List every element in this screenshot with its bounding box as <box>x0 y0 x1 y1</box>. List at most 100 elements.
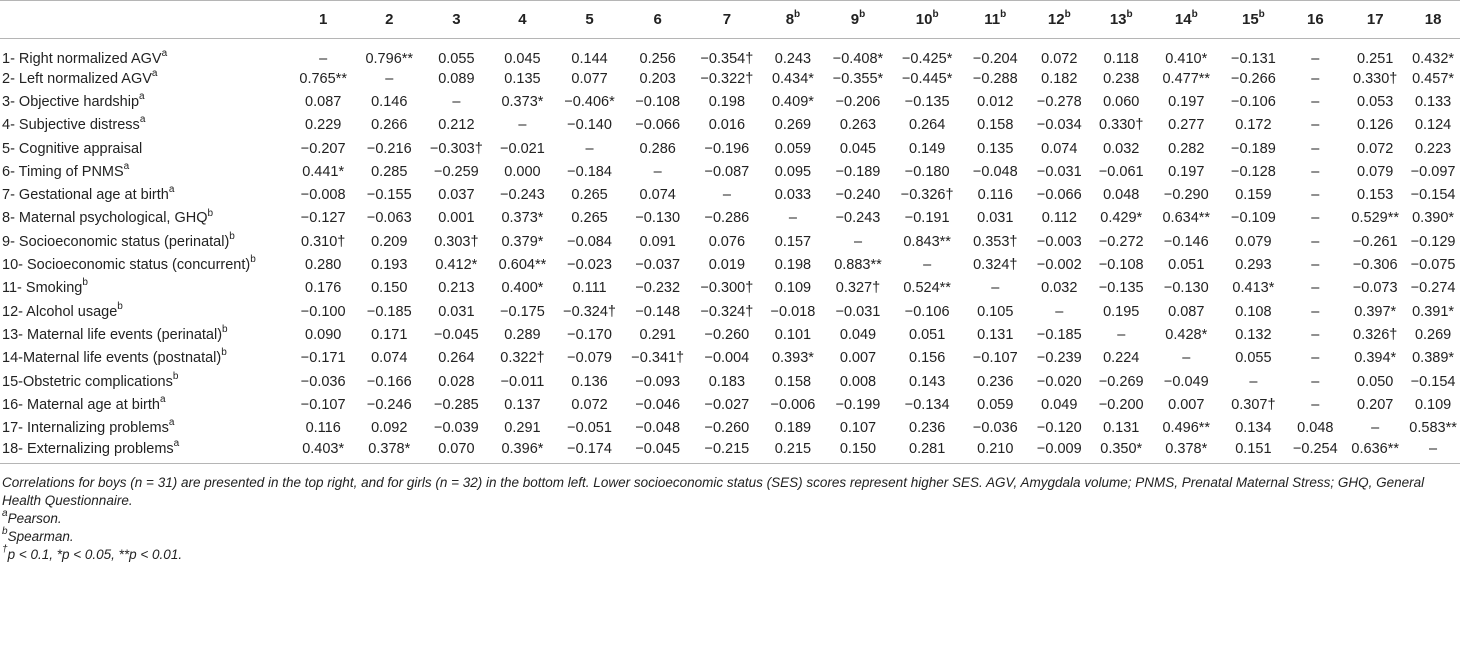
table-cell: 0.203 <box>639 70 676 87</box>
table-cell: 0.327† <box>835 280 881 297</box>
table-cell: 0.156 <box>909 350 946 367</box>
table-cell: 0.032 <box>1041 280 1078 297</box>
table-cell: −0.134 <box>904 396 950 413</box>
table-cell: – <box>1311 396 1320 413</box>
column-number: 2 <box>385 11 394 28</box>
column-header-15: 15b <box>1220 0 1287 39</box>
table-cell: 0.076 <box>708 233 746 250</box>
notes-main: Correlations for boys (n = 31) are prese… <box>2 474 1425 508</box>
table-cell: 0.282 <box>1168 140 1205 157</box>
note-sig-text: p < 0.1, *p < 0.05, **p < 0.01. <box>7 546 183 562</box>
table-cell: −0.031 <box>835 303 881 320</box>
table-cell: −0.108 <box>1098 257 1144 274</box>
table-cell: 0.137 <box>504 396 541 413</box>
table-cell: −0.306 <box>1352 257 1398 274</box>
table-cell: 0.019 <box>708 257 746 274</box>
table-cell: 0.112 <box>1041 210 1077 227</box>
note-a-text: Pearson. <box>7 510 62 526</box>
table-cell: – <box>1311 70 1320 87</box>
table-body: 1- Right normalized AGVa –0.796** 0.055 0.0… <box>0 39 1460 464</box>
table-cell: 0.269 <box>1414 326 1452 343</box>
table-cell: 0.033 <box>774 187 812 204</box>
table-cell: – <box>1311 280 1320 297</box>
table-cell: 0.132 <box>1235 326 1272 343</box>
row-label-cell: 6- Timing of PNMSa <box>0 160 291 183</box>
table-cell: 0.070 <box>423 439 490 464</box>
table-cell: −0.285 <box>433 396 479 413</box>
column-number: 3 <box>452 11 461 28</box>
table-cell: 0.198 <box>708 93 746 110</box>
column-header-5: 5 <box>555 0 624 39</box>
table-cell: −0.406* <box>564 93 615 110</box>
table-cell: – <box>1311 373 1320 390</box>
table-cell: −0.106 <box>1231 93 1276 110</box>
table-cell: 0.126 <box>1357 117 1394 134</box>
column-superscript: b <box>859 9 866 20</box>
note-significance: †p < 0.1, *p < 0.05, **p < 0.01. <box>2 545 1460 564</box>
table-cell: 0.434* <box>771 70 814 87</box>
table-cell: 0.264 <box>909 117 946 134</box>
table-row: 1- Right normalized AGVa – 0.796** 0.055 0.0… <box>0 39 1460 67</box>
table-cell: 0.413* <box>1232 280 1275 297</box>
table-cell: −0.011 <box>500 373 545 390</box>
table-row: 13- Maternal life events (perinatal)b 0.0… <box>0 323 1460 346</box>
table-cell: −0.100 <box>300 303 346 320</box>
row-label-cell: 9- Socioeconomic status (perinatal)b <box>0 230 291 253</box>
column-header-9: 9b <box>823 0 893 39</box>
row-label-cell: 2- Left normalized AGVa <box>0 67 291 90</box>
table-cell: 0.378* <box>1152 439 1221 464</box>
column-header-2: 2 <box>355 0 424 39</box>
table-cell: −0.130 <box>635 210 681 227</box>
row-label-cell: 1- Right normalized AGVa <box>0 39 291 67</box>
table-cell: −0.061 <box>1098 163 1144 180</box>
table-cell: 0.172 <box>1235 117 1272 134</box>
table-row: 7- Gestational age at birtha −0.008 −0.155… <box>0 183 1460 206</box>
table-cell: −0.020 <box>1036 373 1082 390</box>
table-cell: 0.432* <box>1412 51 1455 67</box>
table-cell: 0.157 <box>774 233 812 250</box>
column-header-7: 7 <box>691 0 762 39</box>
table-cell: −0.079 <box>567 350 612 367</box>
table-cell: −0.107 <box>972 350 1018 367</box>
table-cell: 0.109 <box>774 280 812 297</box>
table-cell: 0.055 <box>438 51 475 67</box>
table-cell: −0.260 <box>704 326 750 343</box>
table-cell: −0.023 <box>567 257 612 274</box>
column-number: 9 <box>850 11 860 28</box>
table-cell: 0.053 <box>1357 93 1394 110</box>
table-cell: 0.264 <box>438 350 475 367</box>
column-number: 5 <box>585 11 594 28</box>
row-label-cell: 17- Internalizing problemsa <box>0 416 291 439</box>
table-cell: 0.158 <box>977 117 1014 134</box>
table-cell: – <box>991 280 1000 297</box>
column-header-3: 3 <box>423 0 490 39</box>
table-cell: −0.215 <box>691 439 762 464</box>
table-cell: 0.183 <box>708 373 746 390</box>
table-cell: 0.303† <box>434 233 479 250</box>
row-label: 15-Obstetric complications <box>2 373 173 390</box>
table-row: 18- Externalizing problemsa 0.403* 0.378* 0… <box>0 439 1460 464</box>
table-cell: 0.111 <box>572 280 607 297</box>
table-notes: Correlations for boys (n = 31) are prese… <box>0 474 1460 564</box>
table-cell: 0.280 <box>305 257 342 274</box>
table-cell: −0.003 <box>1036 233 1082 250</box>
table-cell: 0.265 <box>571 210 608 227</box>
table-cell: −0.185 <box>1036 326 1082 343</box>
table-cell: 0.012 <box>977 93 1014 110</box>
table-cell: 0.604** <box>498 257 547 274</box>
table-cell: −0.135 <box>904 93 950 110</box>
row-label-cell: 10- Socioeconomic status (concurrent)b <box>0 253 291 276</box>
table-cell: – <box>1311 350 1320 367</box>
table-cell: – <box>518 117 527 134</box>
table-cell: – <box>1311 140 1320 157</box>
table-cell: 0.393* <box>771 350 814 367</box>
table-cell: 0.051 <box>909 326 946 343</box>
table-cell: −0.154 <box>1410 187 1456 204</box>
column-number: 1 <box>319 11 328 28</box>
table-cell: −0.278 <box>1036 93 1082 110</box>
table-cell: −0.155 <box>366 187 412 204</box>
table-cell: 0.229 <box>305 117 342 134</box>
table-cell: 0.765** <box>299 70 347 87</box>
row-label-cell: 13- Maternal life events (perinatal)b <box>0 323 291 346</box>
table-cell: 0.007 <box>839 350 877 367</box>
